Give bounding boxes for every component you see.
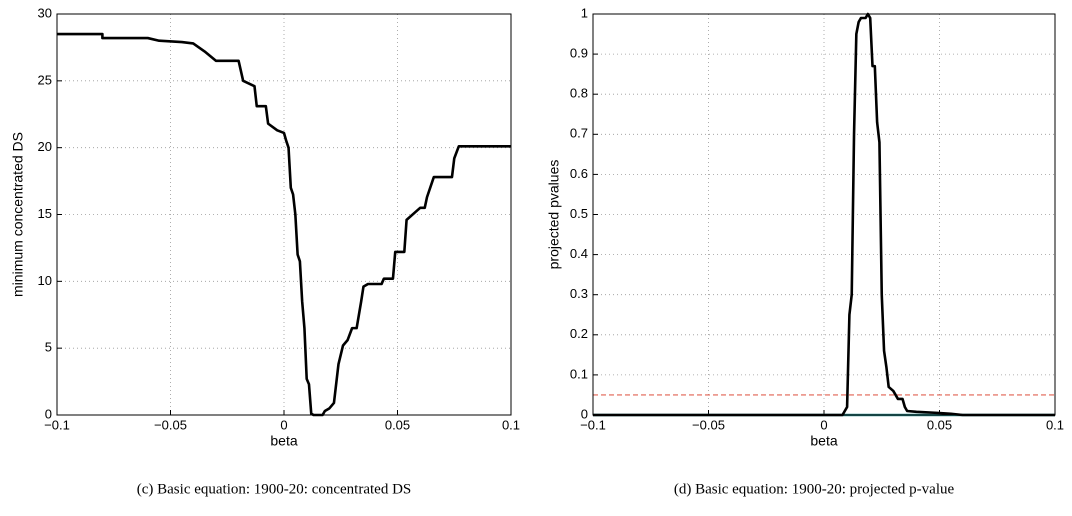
y-tick-label: 1: [581, 5, 588, 20]
y-tick-label: 25: [38, 72, 52, 87]
y-axis-label: projected pvalues: [546, 160, 562, 270]
y-tick-label: 20: [38, 139, 52, 154]
y-tick-label: 5: [45, 340, 52, 355]
y-tick-label: 15: [38, 206, 52, 221]
y-axis-label: minimum concentrated DS: [10, 132, 26, 297]
y-tick-label: 0.7: [570, 126, 588, 141]
y-tick-label: 0.5: [570, 206, 588, 221]
caption: (d) Basic equation: 1900-20: projected p…: [674, 481, 955, 497]
x-axis-label: beta: [810, 433, 837, 449]
x-tick-label: −0.05: [692, 417, 725, 432]
y-tick-label: 0.3: [570, 286, 588, 301]
y-tick-label: 10: [38, 273, 52, 288]
x-tick-label: 0.1: [502, 417, 520, 432]
axes-box: [56, 13, 512, 416]
x-tick-label: −0.1: [44, 417, 70, 432]
y-tick-label: 0: [45, 406, 52, 421]
caption: (c) Basic equation: 1900-20: concentrate…: [137, 481, 412, 497]
x-tick-label: 0.05: [927, 417, 952, 432]
y-tick-label: 0.9: [570, 46, 588, 61]
data-line: [57, 32, 511, 417]
y-tick-label: 0.8: [570, 86, 588, 101]
data-line: [593, 12, 1055, 417]
x-tick-label: 0: [820, 417, 827, 432]
y-tick-label: 0.2: [570, 326, 588, 341]
y-tick-label: 0.4: [570, 246, 588, 261]
x-tick-label: −0.05: [154, 417, 187, 432]
x-tick-label: 0.1: [1046, 417, 1064, 432]
y-tick-label: 30: [38, 5, 52, 20]
x-tick-label: 0.05: [385, 417, 410, 432]
x-axis-label: beta: [270, 433, 297, 449]
y-tick-label: 0: [581, 406, 588, 421]
y-tick-label: 0.1: [570, 366, 588, 381]
axes-box: [592, 13, 1056, 416]
x-tick-label: 0: [280, 417, 287, 432]
x-tick-label: −0.1: [580, 417, 606, 432]
y-tick-label: 0.6: [570, 166, 588, 181]
